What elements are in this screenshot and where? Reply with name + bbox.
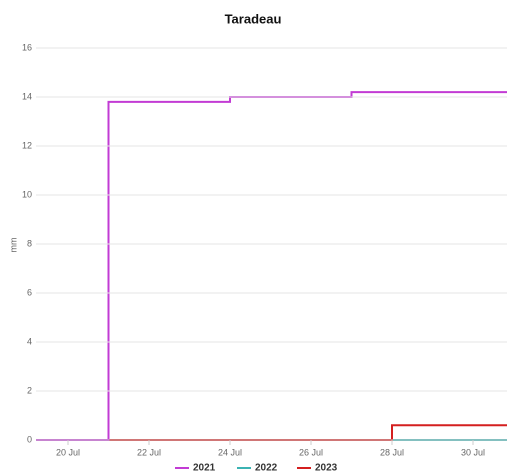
x-tick-label: 30 Jul <box>461 447 485 457</box>
y-axis-label: mm <box>8 238 18 253</box>
plot-area <box>36 91 507 441</box>
y-tick-label: 8 <box>27 238 32 248</box>
y-tick-label: 2 <box>27 385 32 395</box>
y-tick-label: 16 <box>22 42 32 52</box>
y-tick-label: 14 <box>22 91 32 101</box>
legend-label: 2023 <box>315 463 338 474</box>
chart-title: Taradeau <box>225 11 282 26</box>
x-tick-label: 24 Jul <box>218 447 242 457</box>
x-tick-label: 26 Jul <box>299 447 323 457</box>
y-tick-label: 4 <box>27 336 32 346</box>
x-tick-label: 20 Jul <box>56 447 80 457</box>
legend-label: 2022 <box>255 463 278 474</box>
series-line <box>36 91 507 441</box>
x-tick-label: 22 Jul <box>137 447 161 457</box>
y-tick-label: 0 <box>27 434 32 444</box>
y-tick-label: 10 <box>22 189 32 199</box>
y-tick-label: 6 <box>27 287 32 297</box>
x-tick-label: 28 Jul <box>380 447 404 457</box>
legend-label: 2021 <box>193 463 216 474</box>
series-line <box>36 424 507 441</box>
y-tick-label: 12 <box>22 140 32 150</box>
